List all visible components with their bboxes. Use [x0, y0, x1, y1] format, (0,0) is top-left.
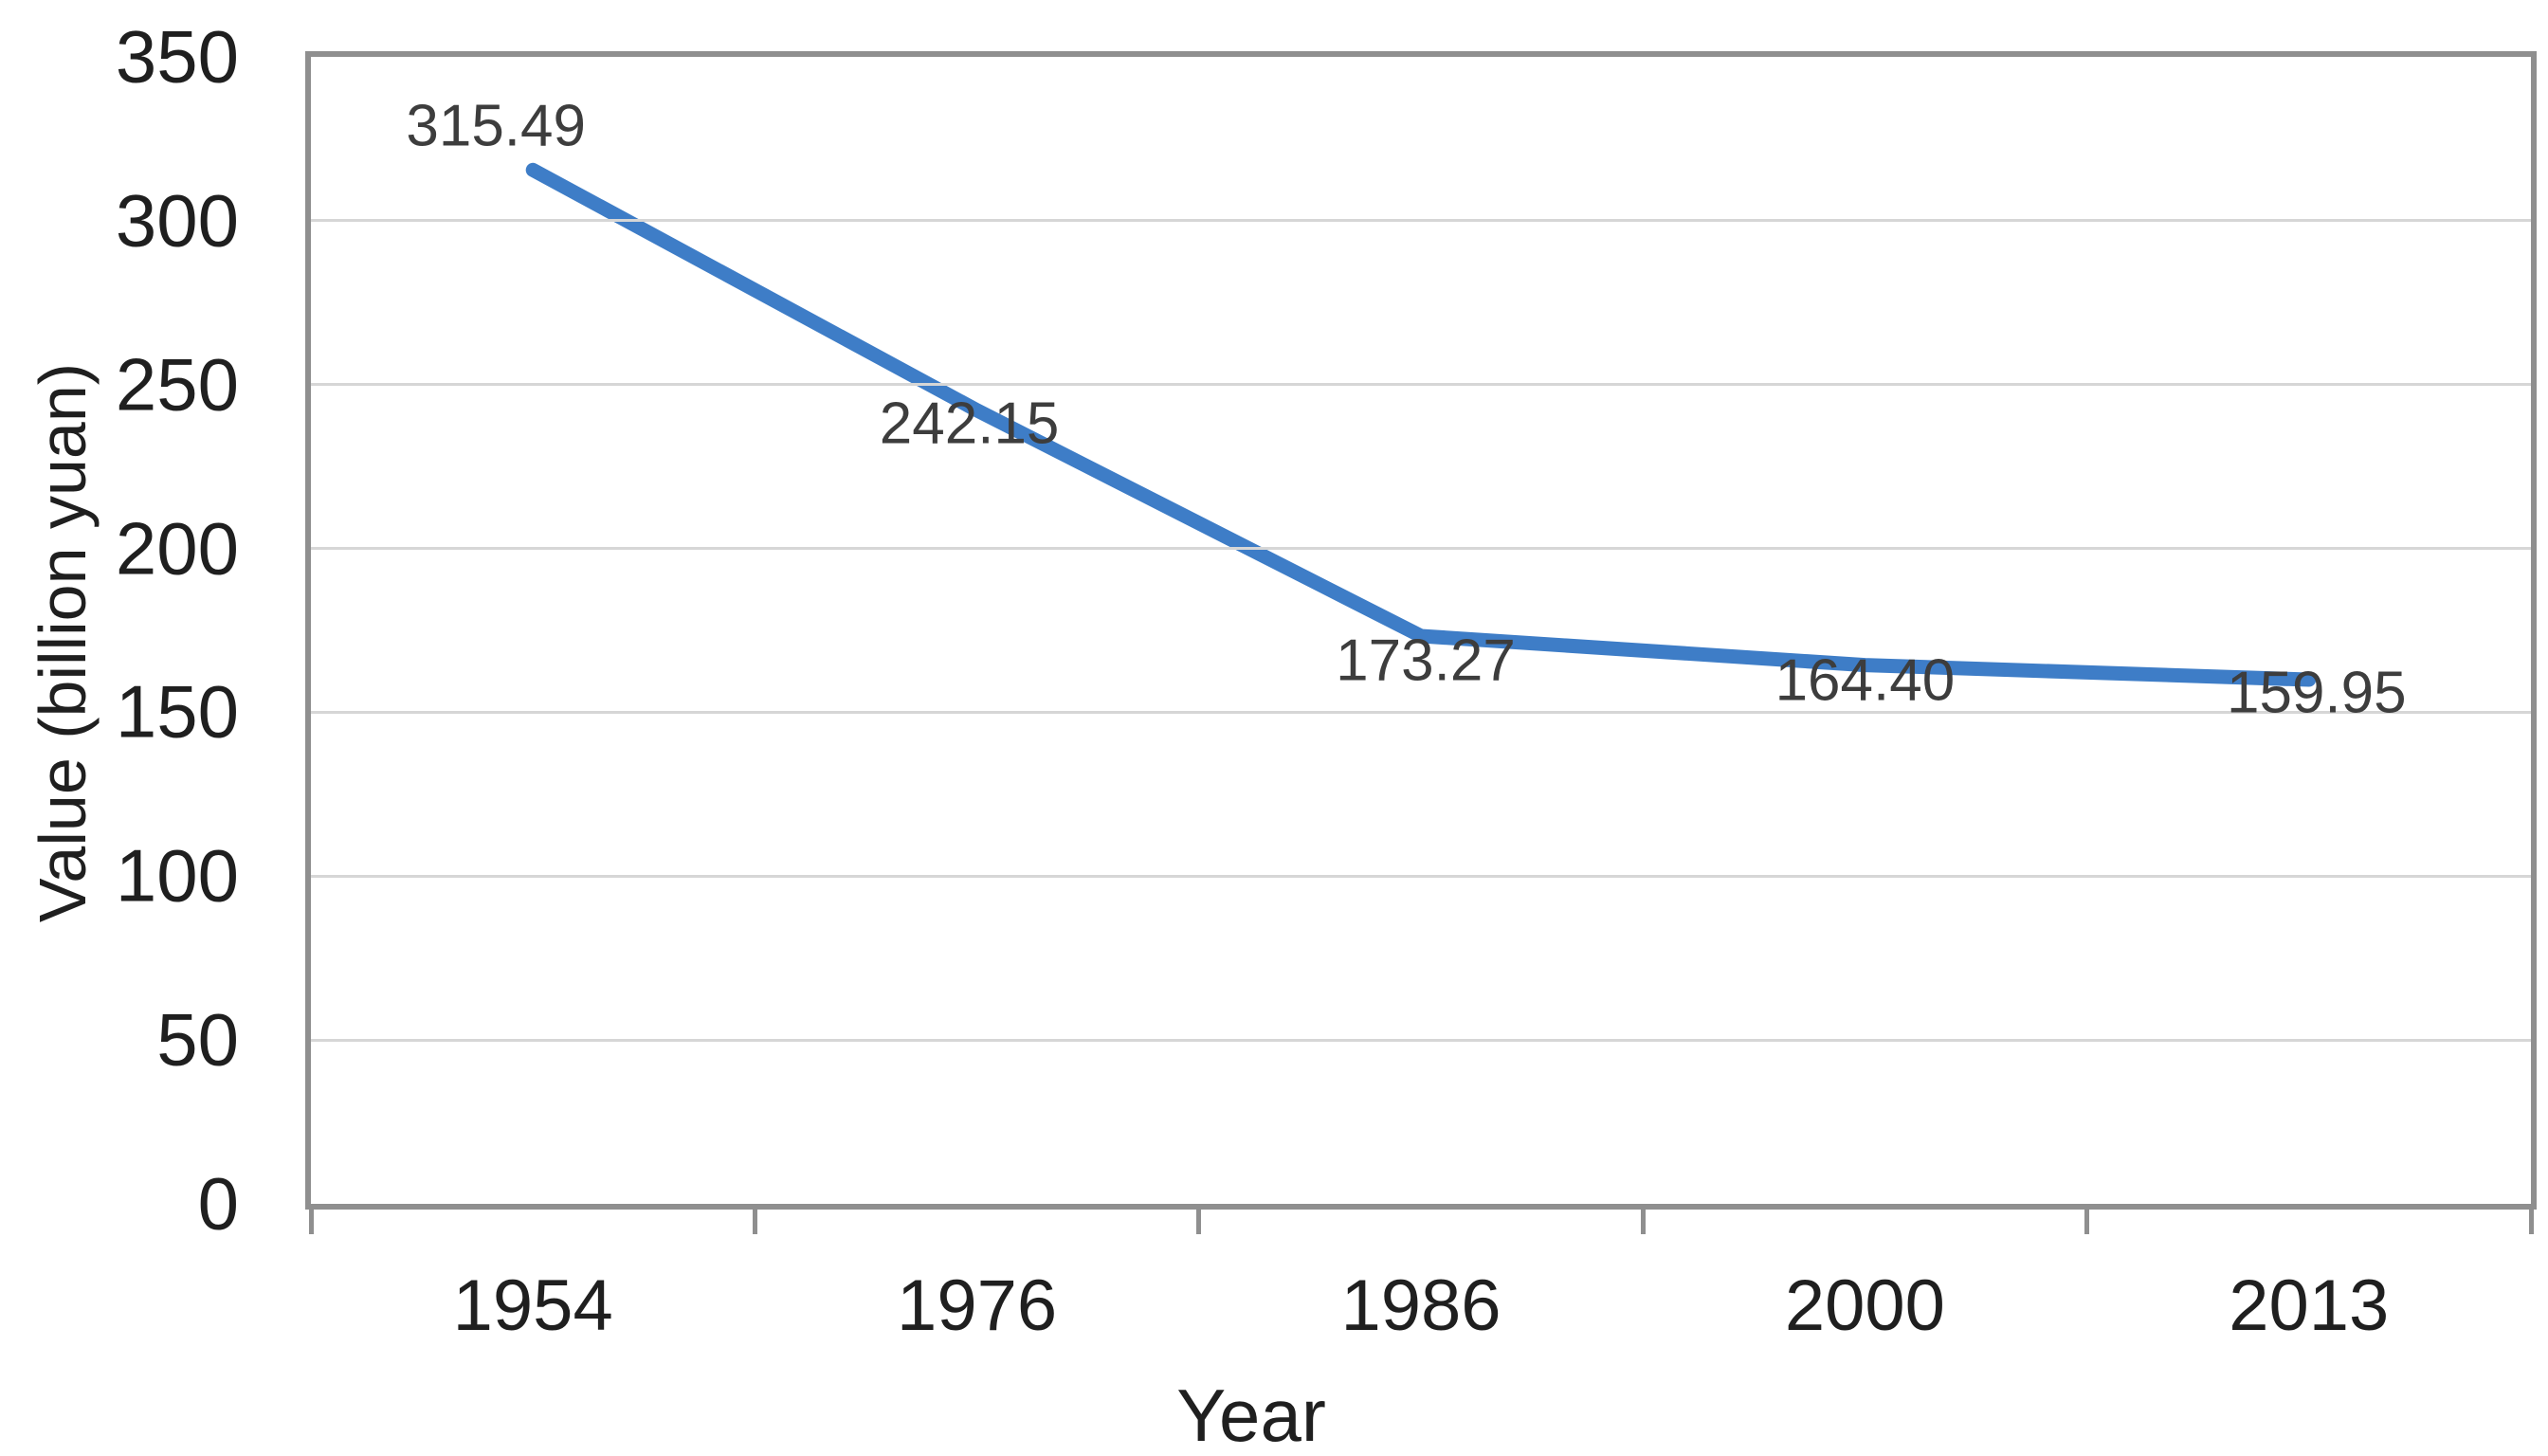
data-label: 242.15	[879, 391, 1060, 457]
y-axis-tick-label: 150	[115, 669, 239, 754]
data-label: 315.49	[406, 93, 587, 159]
x-axis-tick-mark	[2084, 1210, 2090, 1234]
gridline	[311, 547, 2531, 551]
data-label: 173.27	[1336, 628, 1516, 694]
x-axis-tick-label: 2013	[2229, 1265, 2390, 1346]
y-axis-tick-label: 100	[115, 833, 239, 918]
data-label: 159.95	[2226, 660, 2407, 726]
y-axis-tick-label: 350	[115, 14, 239, 99]
x-axis-tick-label: 1976	[897, 1265, 1058, 1346]
y-axis-tick-label: 0	[197, 1161, 239, 1246]
gridline	[311, 219, 2531, 223]
y-axis-tick-label: 200	[115, 506, 239, 591]
gridline	[311, 383, 2531, 387]
x-axis-tick-mark	[2528, 1210, 2534, 1234]
x-axis-tick-mark	[1196, 1210, 1202, 1234]
x-axis-tick-label: 2000	[1784, 1265, 1945, 1346]
x-axis-tick-mark	[308, 1210, 314, 1234]
y-axis-tick-label: 50	[156, 997, 239, 1082]
data-label: 164.40	[1774, 647, 1956, 714]
x-axis-tick-label: 1986	[1340, 1265, 1502, 1346]
x-axis-title: Year	[1176, 1374, 1326, 1456]
gridline	[311, 1038, 2531, 1042]
gridline	[311, 874, 2531, 878]
y-axis-tick-label: 250	[115, 342, 239, 427]
x-axis-tick-label: 1954	[452, 1265, 613, 1346]
x-axis-tick-mark	[752, 1210, 757, 1234]
y-axis-tick-label: 300	[115, 178, 239, 263]
gridline	[311, 710, 2531, 714]
x-axis-tick-mark	[1640, 1210, 1646, 1234]
